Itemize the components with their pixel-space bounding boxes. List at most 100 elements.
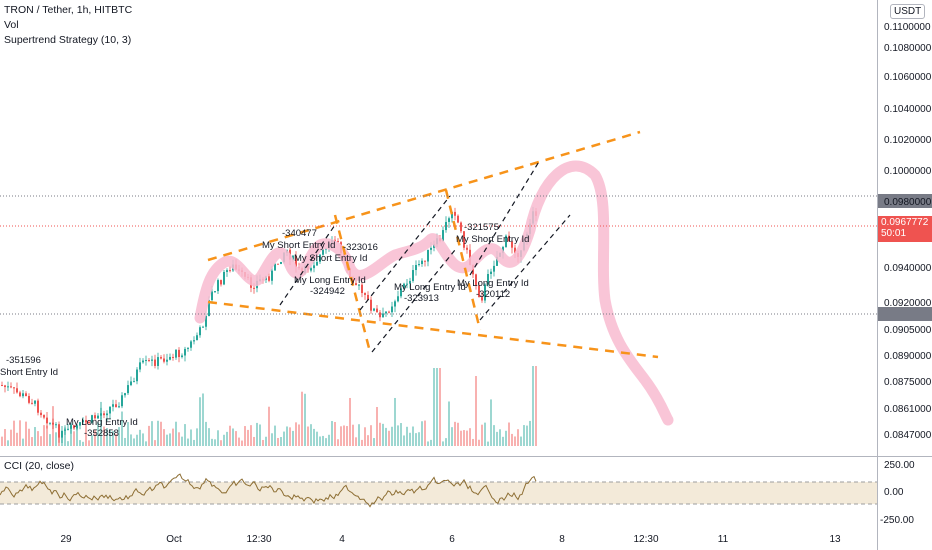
candle-body <box>139 362 141 370</box>
trade-annotation: My Long Entry Id <box>294 275 366 286</box>
symbol-legend[interactable]: TRON / Tether, 1h, HITBTC <box>4 4 133 16</box>
volume-bar <box>85 421 87 446</box>
volume-bar <box>496 431 498 446</box>
volume-bar <box>460 430 462 446</box>
volume-bar <box>145 441 147 446</box>
volume-bar <box>223 434 225 446</box>
candle-body <box>19 392 21 397</box>
volume-bar <box>193 439 195 446</box>
volume-bar <box>139 429 141 446</box>
volume-bar <box>127 422 129 446</box>
channel-line-2[interactable] <box>371 249 456 353</box>
pane-separator[interactable] <box>0 456 932 457</box>
volume-bar <box>511 433 513 446</box>
candle-body <box>16 388 18 393</box>
volume-bar <box>280 437 282 446</box>
volume-bar <box>400 423 402 446</box>
brush-drawing[interactable] <box>194 160 674 426</box>
candle-body <box>391 306 393 313</box>
time-axis[interactable]: 29 Oct 12:30 4 6 8 12:30 11 13 <box>0 531 877 550</box>
candle-body <box>379 312 381 318</box>
candle-body <box>367 294 369 300</box>
mid-segment-line[interactable] <box>444 189 482 331</box>
volume-bar <box>7 440 9 446</box>
volume-bar <box>316 431 318 446</box>
left-segment-line[interactable] <box>333 214 372 353</box>
volume-bar <box>136 434 138 446</box>
volume-bar <box>532 366 534 446</box>
volume-bar <box>97 422 99 446</box>
cci-pane[interactable] <box>0 457 877 531</box>
volume-legend[interactable]: Vol <box>4 19 19 31</box>
cci-legend[interactable]: CCI (20, close) <box>4 460 75 472</box>
price-tick: 0.1080000 <box>884 43 932 54</box>
volume-bar <box>199 397 201 446</box>
volume-bar <box>520 436 522 446</box>
trade-annotation: -323016 <box>343 242 378 253</box>
currency-badge[interactable]: USDT <box>890 4 926 19</box>
candle-body <box>490 271 492 274</box>
candle-body <box>22 393 24 397</box>
volume-bar <box>379 422 381 446</box>
candle-body <box>142 360 144 363</box>
candle-body <box>496 256 498 266</box>
main-chart-area[interactable] <box>0 0 877 456</box>
volume-bar <box>274 425 276 446</box>
candle-body <box>415 264 417 271</box>
time-tick: 13 <box>829 534 841 545</box>
trade-annotation: My Long Entry Id <box>66 417 138 428</box>
channel-line-1[interactable] <box>279 224 336 306</box>
volume-bar <box>526 425 528 446</box>
current-price-value: 0.0967772 <box>881 217 929 228</box>
candle-body <box>505 235 507 247</box>
volume-bar <box>304 393 306 446</box>
volume-bar <box>448 401 450 446</box>
candle-body <box>64 429 66 431</box>
candle-body <box>508 235 510 242</box>
volume-bar <box>25 421 27 446</box>
lower-trend-line[interactable] <box>207 300 659 359</box>
candle-body <box>10 386 12 388</box>
candle-body <box>52 422 54 425</box>
volume-bar <box>142 433 144 446</box>
volume-bar <box>190 429 192 446</box>
candle-body <box>121 395 123 407</box>
channel-line-5[interactable] <box>469 159 541 276</box>
volume-bar <box>202 393 204 446</box>
trade-annotation: Short Entry Id <box>0 367 59 378</box>
volume-bar <box>394 397 396 446</box>
price-tick: 0.1040000 <box>884 104 932 115</box>
candle-body <box>484 284 486 301</box>
candle-body <box>151 359 153 361</box>
trade-annotation: -321575 <box>464 222 499 233</box>
volume-bar <box>352 424 354 446</box>
volume-bar <box>214 439 216 446</box>
candle-body <box>277 263 279 265</box>
candle-body <box>376 308 378 313</box>
volume-bar <box>361 439 363 446</box>
candle-body <box>211 291 213 301</box>
price-tick: 0.0940000 <box>884 263 932 274</box>
volume-bar <box>115 433 117 446</box>
channel-line-3[interactable] <box>359 195 451 311</box>
volume-bar <box>4 429 6 446</box>
volume-bar <box>181 436 183 446</box>
candle-body <box>124 393 126 396</box>
trade-annotation: -324942 <box>310 286 345 297</box>
candle-body <box>1 385 3 386</box>
volume-bar <box>19 420 21 446</box>
candle-body <box>202 326 204 328</box>
volume-bar <box>355 437 357 446</box>
price-axis[interactable]: USDT 0.1100000 0.1080000 0.1060000 0.104… <box>877 0 932 550</box>
volume-bar <box>151 421 153 446</box>
candle-body <box>118 406 120 408</box>
time-tick: 6 <box>449 534 455 545</box>
volume-bar <box>94 430 96 446</box>
candle-body <box>178 349 180 358</box>
volume-bar <box>298 424 300 446</box>
candle-body <box>196 335 198 341</box>
strategy-legend[interactable]: Supertrend Strategy (10, 3) <box>4 34 132 46</box>
candle-body <box>310 268 312 271</box>
candle-body <box>160 357 162 359</box>
volume-bar <box>154 440 156 446</box>
